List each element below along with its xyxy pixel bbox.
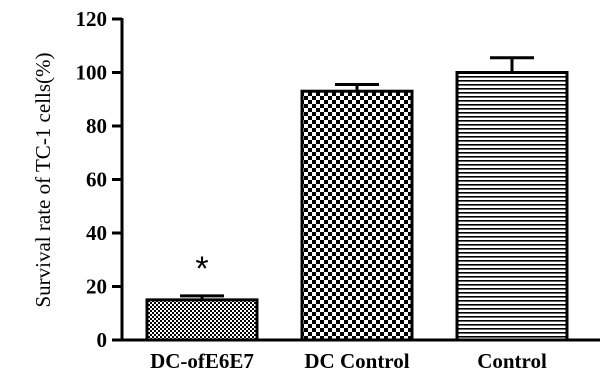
- y-axis-label: Survival rate of TC-1 cells(%): [31, 52, 55, 307]
- bar-dc-control: [300, 89, 414, 342]
- x-tick-label: DC Control: [304, 349, 409, 373]
- y-tick-label: 40: [86, 221, 107, 245]
- y-tick-label: 100: [76, 61, 108, 85]
- bars: *: [145, 56, 569, 342]
- y-tick-label: 0: [97, 328, 108, 352]
- x-axis-ticks: DC-ofE6E7 DC Control Control: [150, 349, 547, 373]
- y-tick-label: 60: [86, 168, 107, 192]
- significance-marker: *: [195, 250, 208, 288]
- x-tick-label: Control: [477, 349, 547, 373]
- x-tick-label: DC-ofE6E7: [150, 349, 254, 373]
- bar-dc-ofe6e7: [145, 298, 259, 342]
- y-tick-label: 20: [86, 275, 107, 299]
- y-tick-label: 80: [86, 114, 107, 138]
- bar-control: [455, 71, 569, 342]
- y-tick-label: 120: [76, 7, 108, 31]
- y-axis-ticks: 0 20 40 60 80 100 120: [76, 7, 122, 352]
